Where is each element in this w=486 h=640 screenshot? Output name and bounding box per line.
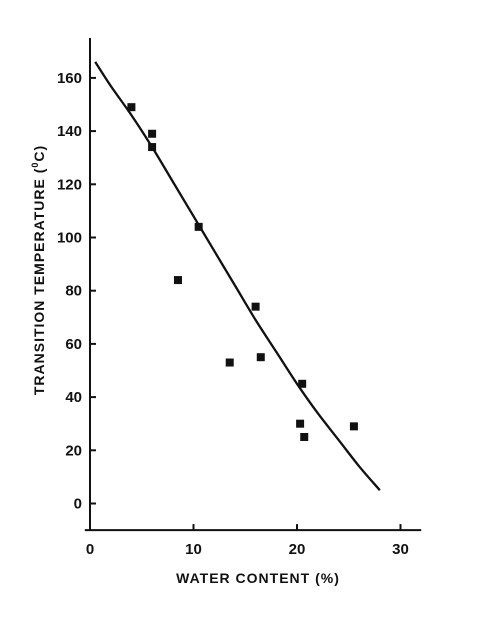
data-point <box>300 433 309 441</box>
data-point <box>251 302 260 311</box>
y-tick-label: 160 <box>57 70 82 87</box>
y-axis-title-main: TRANSITION TEMPERATURE ( <box>31 168 47 396</box>
x-axis-ticks: 0 10 20 30 <box>86 524 409 558</box>
data-point <box>148 129 157 138</box>
y-tick-label: 60 <box>65 336 82 353</box>
x-tick-label: 10 <box>185 541 202 558</box>
x-tick-label: 0 <box>86 541 94 558</box>
y-axis-ticks: 0 20 40 60 80 100 120 140 160 <box>57 70 96 513</box>
y-tick-label: 0 <box>74 496 82 513</box>
y-axis-title-unit: C) <box>31 145 47 162</box>
x-tick-label: 20 <box>289 541 306 558</box>
y-tick-label: 80 <box>65 283 82 300</box>
data-point <box>173 276 182 285</box>
y-tick-label: 20 <box>65 442 82 459</box>
data-point <box>194 222 203 231</box>
y-axis-title: TRANSITION TEMPERATURE (0C) <box>30 145 47 395</box>
data-point <box>148 143 157 152</box>
y-tick-label: 40 <box>65 389 82 406</box>
y-tick-label: 100 <box>57 230 82 247</box>
data-point <box>349 422 358 431</box>
chart-axes <box>84 38 422 532</box>
data-point <box>225 358 234 367</box>
y-tick-label: 120 <box>57 176 82 193</box>
data-point <box>298 379 307 388</box>
y-tick-label: 140 <box>57 123 82 140</box>
data-point <box>256 353 265 362</box>
x-axis-title: WATER CONTENT (%) <box>176 570 340 586</box>
y-axis-title-sup: 0 <box>30 162 40 168</box>
data-points <box>127 103 358 441</box>
data-point <box>296 419 305 428</box>
x-tick-label: 30 <box>392 541 409 558</box>
fit-curve <box>94 61 381 491</box>
data-point <box>127 103 136 112</box>
